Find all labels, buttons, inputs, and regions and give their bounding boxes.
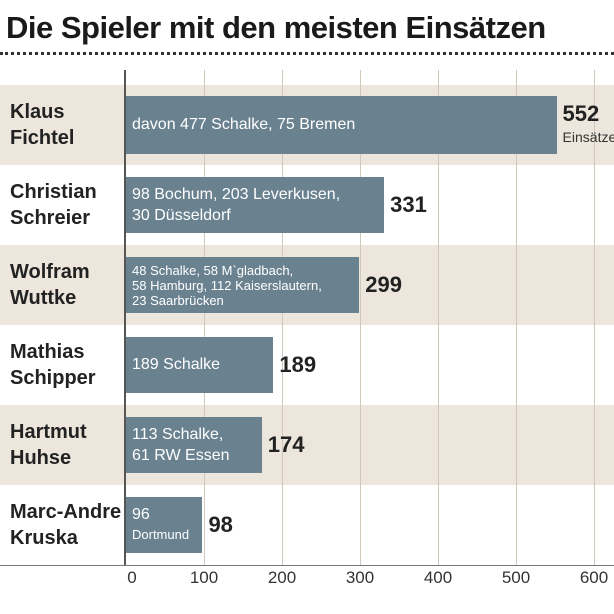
gridline: [360, 70, 361, 565]
player-name-line: Marc-Andre: [10, 501, 122, 523]
value-unit-label: Einsätze: [562, 129, 614, 145]
x-tick-label: 0: [127, 568, 137, 587]
bar-detail-label: 48 Schalke, 58 M`gladbach,: [132, 262, 294, 278]
bar: 96 Dortmund: [126, 497, 203, 553]
data-label: 189: [279, 352, 317, 377]
x-axis-line: [0, 565, 614, 566]
row-background: [0, 405, 614, 485]
gridline: [282, 70, 283, 565]
player-name-line: Kruska: [10, 527, 78, 549]
bar-detail-label: 98 Bochum, 203 Leverkusen,: [132, 186, 341, 203]
player-name: Hartmut Huhse: [10, 419, 87, 471]
x-tick-label: 200: [267, 568, 297, 587]
player-name: Mathias Schipper: [10, 339, 96, 391]
bar: 189 Schalke: [126, 337, 274, 393]
player-name-line: Schipper: [10, 367, 96, 389]
bar-detail-label: 61 RW Essen: [132, 447, 230, 464]
player-name-line: Christian: [10, 181, 97, 203]
player-name-line: Hartmut: [10, 421, 87, 443]
x-tick-label: 300: [345, 568, 375, 587]
x-tick-label: 600: [579, 568, 609, 587]
bar: 98 Bochum, 203 Leverkusen, 30 Düsseldorf: [126, 177, 385, 233]
bar-detail-label: 23 Saarbrücken: [132, 292, 224, 308]
x-tick-label: 500: [501, 568, 531, 587]
data-label: 552: [562, 101, 600, 126]
bar: 48 Schalke, 58 M`gladbach, 58 Hamburg, 11…: [126, 257, 360, 313]
player-name-line: Wuttke: [10, 287, 77, 309]
data-label: 98: [208, 512, 233, 537]
player-name-line: Fichtel: [10, 127, 75, 149]
gridline: [516, 70, 517, 565]
bar: 113 Schalke, 61 RW Essen: [126, 417, 262, 473]
bar-detail-label: 96: [132, 506, 150, 523]
x-tick-label: 100: [189, 568, 219, 587]
data-label: 331: [390, 192, 427, 217]
player-name-line: Wolfram: [10, 261, 90, 283]
player-name-line: Mathias: [10, 341, 85, 363]
data-label: 299: [365, 272, 402, 297]
player-name-line: Klaus: [10, 101, 65, 123]
y-axis-line: [124, 70, 126, 565]
gridline: [594, 70, 595, 565]
bar-detail-label: Dortmund: [132, 527, 190, 542]
bar: davon 477 Schalke, 75 Bremen: [126, 96, 557, 154]
bar-detail-label: 58 Hamburg, 112 Kaiserslautern,: [132, 277, 322, 293]
bar-detail-label: 189 Schalke: [132, 356, 221, 373]
chart-title: Die Spieler mit den meisten Einsätzen: [6, 10, 546, 45]
x-tick-label: 400: [423, 568, 453, 587]
bar-detail-label: davon 477 Schalke, 75 Bremen: [132, 116, 356, 133]
bar-detail-label: 30 Düsseldorf: [132, 207, 231, 224]
player-name-line: Huhse: [10, 447, 72, 469]
gridline: [438, 70, 439, 565]
player-name: Christian Schreier: [10, 179, 97, 231]
player-name: Wolfram Wuttke: [10, 259, 90, 311]
data-label: 174: [267, 432, 305, 457]
bar-detail-label: 113 Schalke,: [132, 426, 224, 443]
gridline: [204, 70, 205, 565]
player-name-line: Schreier: [10, 207, 91, 229]
player-name: Klaus Fichtel: [10, 99, 74, 151]
player-name: Marc-Andre Kruska: [10, 499, 121, 551]
title-divider: [0, 52, 614, 55]
